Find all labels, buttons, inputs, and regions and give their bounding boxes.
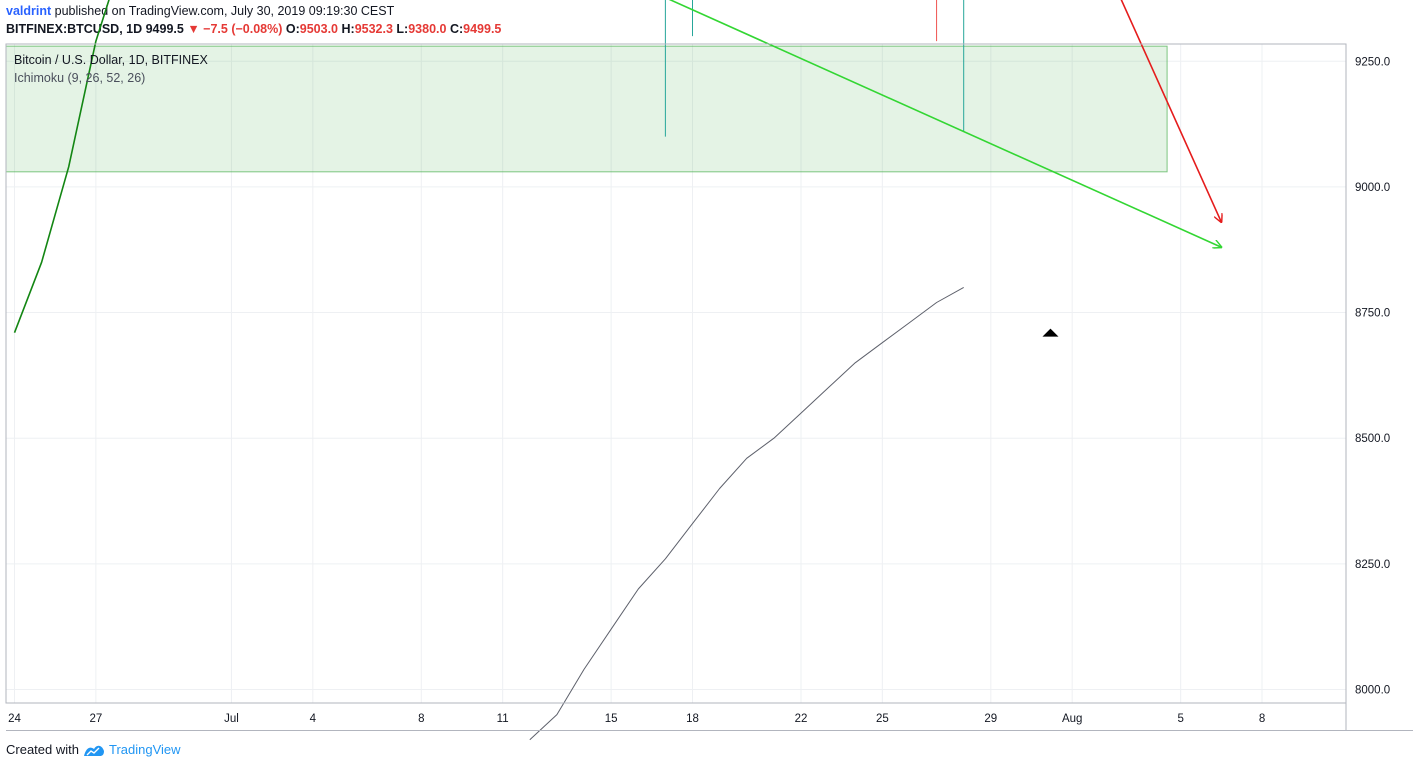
x-tick-label: 4 <box>310 713 317 725</box>
tradingview-link[interactable]: TradingView <box>108 742 181 757</box>
x-tick-label: 8 <box>1259 713 1265 725</box>
y-tick-label: 9250.0 <box>1355 56 1390 68</box>
close-value: 9499.5 <box>463 22 502 36</box>
open-value: 9503.0 <box>299 22 338 36</box>
annotations <box>1042 328 1059 337</box>
high-value: 9532.3 <box>354 22 393 36</box>
low-label: L: <box>396 22 409 36</box>
candle <box>692 0 693 37</box>
change-value: ▼ −7.5 (−0.08%) <box>187 22 283 36</box>
y-tick-label: 8000.0 <box>1355 685 1390 697</box>
y-tick-label: 9000.0 <box>1355 182 1390 194</box>
chikou-span-line <box>529 286 964 741</box>
support-trend-line <box>668 0 1222 247</box>
indicator-lines <box>13 0 964 741</box>
high-label: H: <box>341 22 355 36</box>
open-label: O: <box>285 22 300 36</box>
x-tick-label: 18 <box>686 713 699 725</box>
y-tick-label: 8500.0 <box>1355 433 1390 445</box>
x-tick-label: 22 <box>795 713 808 725</box>
support-zone <box>5 45 1168 173</box>
candle <box>936 0 938 42</box>
price-chart[interactable]: 8000.08250.08500.08750.09000.09250.09500… <box>0 0 1413 742</box>
grid <box>6 44 1346 703</box>
symbol-label: BITFINEX:BTCUSD, 1D <box>6 22 143 36</box>
x-tick-label: 5 <box>1177 713 1183 725</box>
x-tick-label: 11 <box>497 713 509 725</box>
publish-info: valdrint published on TradingView.com, J… <box>6 4 394 18</box>
tradingview-logo-icon <box>83 745 104 756</box>
candle <box>963 0 965 132</box>
axes: 8000.08250.08500.08750.09000.09250.09500… <box>5 43 1413 731</box>
x-tick-label: 8 <box>418 713 424 725</box>
low-value: 9380.0 <box>408 22 447 36</box>
chart-title: Bitcoin / U.S. Dollar, 1D, BITFINEX <box>14 53 208 67</box>
y-tick-label: 8250.0 <box>1355 559 1390 571</box>
x-tick-label: 29 <box>984 713 997 725</box>
ohlc-bar: BITFINEX:BTCUSD, 1D 9499.5 ▼ −7.5 (−0.08… <box>6 22 501 36</box>
trend-lines <box>668 0 1222 247</box>
author-link[interactable]: valdrint <box>6 4 52 18</box>
candles <box>664 0 965 137</box>
x-tick-label: 27 <box>89 713 102 725</box>
indicator-legend[interactable]: Ichimoku (9, 26, 52, 26) <box>14 71 145 85</box>
x-tick-label: 24 <box>8 713 21 725</box>
y-tick-label: 8750.0 <box>1355 308 1390 320</box>
footer: Created with TradingView <box>6 742 181 757</box>
up-triangle-icon <box>1042 328 1059 337</box>
x-tick-label: 25 <box>876 713 889 725</box>
price-value: 9499.5 <box>145 22 184 36</box>
created-with-label: Created with <box>6 742 79 757</box>
x-tick-label: Jul <box>224 713 239 725</box>
x-tick-label: 15 <box>605 713 618 725</box>
close-label: C: <box>449 22 464 36</box>
bottom-border <box>6 730 1413 731</box>
x-tick-label: Aug <box>1062 713 1082 725</box>
candle <box>664 0 666 137</box>
publish-text: published on TradingView.com, July 30, 2… <box>54 4 395 18</box>
